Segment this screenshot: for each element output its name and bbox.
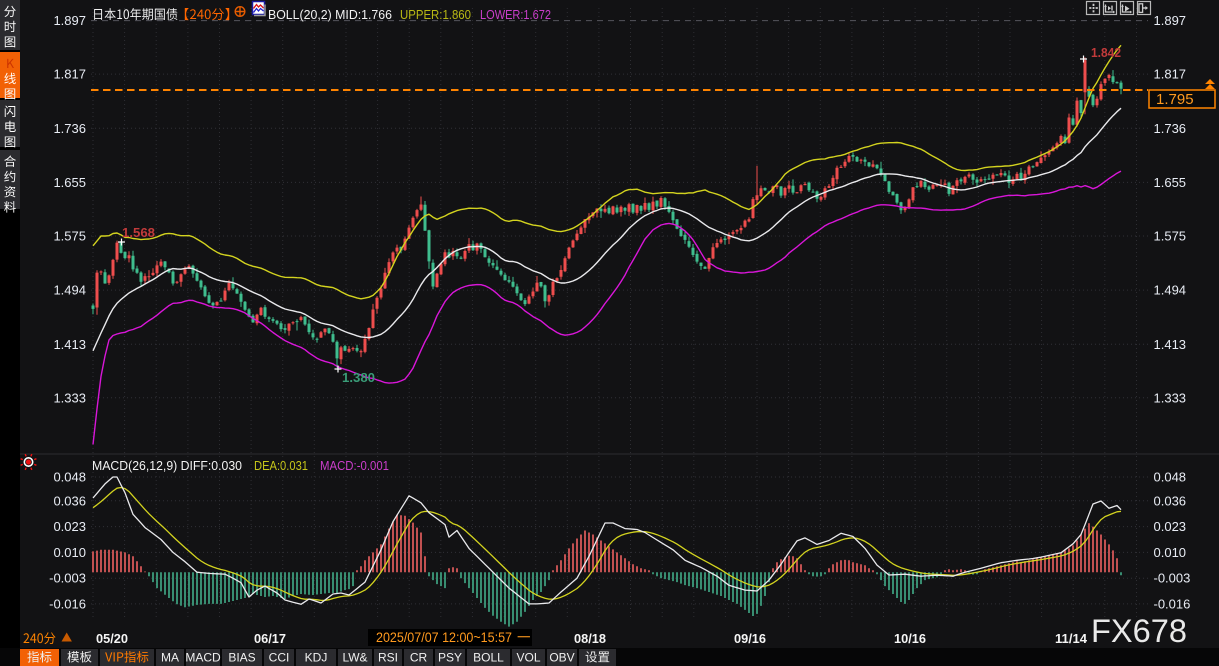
svg-text:KDJ: KDJ [305,651,328,665]
svg-text:1.333: 1.333 [53,390,86,405]
svg-text:PSY: PSY [438,651,462,665]
svg-text:1.413: 1.413 [1154,337,1187,352]
svg-text:-0.003: -0.003 [49,571,86,586]
svg-text:0.010: 0.010 [1154,545,1187,560]
svg-text:05/20: 05/20 [96,631,128,646]
svg-text:1.494: 1.494 [53,283,86,298]
svg-text:1.736: 1.736 [1154,121,1187,136]
svg-text:MACD(26,12,9) DIFF:0.030: MACD(26,12,9) DIFF:0.030 [92,458,242,473]
svg-text:09/16: 09/16 [734,631,766,646]
svg-text:BOLL: BOLL [473,651,504,665]
svg-text:1.380: 1.380 [342,370,375,385]
svg-text:1.575: 1.575 [53,229,86,244]
svg-text:-0.016: -0.016 [49,596,86,611]
svg-text:1.413: 1.413 [53,337,86,352]
svg-text:MACD: MACD [185,651,221,665]
svg-text:1.897: 1.897 [53,13,86,28]
svg-text:1.575: 1.575 [1154,229,1187,244]
svg-text:BIAS: BIAS [228,651,255,665]
svg-text:0.023: 0.023 [1154,519,1187,534]
svg-text:1.897: 1.897 [1154,13,1187,28]
svg-text:CR: CR [410,651,428,665]
svg-text:1.333: 1.333 [1154,390,1187,405]
svg-text:1.736: 1.736 [53,121,86,136]
svg-text:1.568: 1.568 [122,225,155,240]
svg-text:1.795: 1.795 [1156,91,1194,108]
svg-text:BOLL(20,2) MID:1.766: BOLL(20,2) MID:1.766 [268,7,392,22]
svg-text:10/16: 10/16 [894,631,926,646]
svg-text:-0.003: -0.003 [1154,571,1191,586]
svg-text:0.048: 0.048 [53,470,86,485]
svg-text:1.817: 1.817 [1154,67,1187,82]
svg-text:0.023: 0.023 [53,519,86,534]
svg-text:CCI: CCI [269,651,290,665]
svg-text:OBV: OBV [549,651,574,665]
svg-text:2025/07/07 12:00~15:57: 2025/07/07 12:00~15:57 [376,630,512,645]
svg-text:DEA:0.031: DEA:0.031 [254,458,308,473]
svg-text:1.655: 1.655 [1154,175,1187,190]
svg-text:1.817: 1.817 [53,67,86,82]
svg-text:06/17: 06/17 [254,631,286,646]
svg-text:LW&: LW& [342,651,367,665]
svg-text:1.494: 1.494 [1154,283,1187,298]
svg-text:MACD:-0.001: MACD:-0.001 [320,458,389,473]
svg-text:MA: MA [161,651,179,665]
svg-text:0.036: 0.036 [1154,493,1187,508]
svg-text:FX678: FX678 [1091,613,1187,649]
svg-text:-0.016: -0.016 [1154,596,1191,611]
svg-text:0.010: 0.010 [53,545,86,560]
svg-text:VOL: VOL [516,651,540,665]
svg-text:LOWER:1.672: LOWER:1.672 [480,7,551,22]
svg-text:0.048: 0.048 [1154,470,1187,485]
svg-text:1.842: 1.842 [1091,45,1121,60]
svg-text:1.655: 1.655 [53,175,86,190]
svg-text:UPPER:1.860: UPPER:1.860 [400,7,471,22]
svg-text:08/18: 08/18 [574,631,606,646]
svg-text:11/14: 11/14 [1055,631,1088,646]
svg-text:RSI: RSI [378,651,398,665]
svg-text:0.036: 0.036 [53,493,86,508]
